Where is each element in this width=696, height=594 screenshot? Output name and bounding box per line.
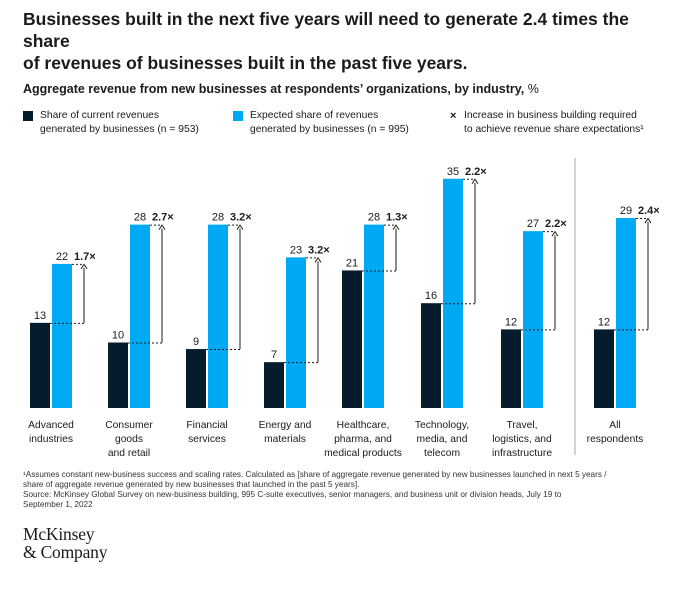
category-label-1-1: goods	[115, 434, 143, 445]
category-label-7-1: respondents	[587, 434, 644, 445]
bar-expected-5	[443, 178, 463, 408]
multiplier-label-1: 2.7×	[152, 212, 174, 224]
arrow-head-1	[158, 224, 166, 230]
legend-current-line1: Share of current revenues	[40, 110, 160, 121]
category-label-4-0: Healthcare,	[337, 420, 390, 431]
bar-expected-4	[364, 224, 384, 408]
category-label-4-1: pharma, and	[334, 434, 392, 445]
logo-line-2: & Company	[23, 542, 108, 562]
value-label-current-3: 7	[271, 349, 277, 361]
bar-current-2	[186, 349, 206, 408]
footnote-line-3: Source: McKinsey Global Survey on new-bu…	[23, 490, 562, 499]
bar-expected-0	[52, 263, 72, 408]
value-label-expected-1: 28	[134, 212, 146, 224]
value-label-expected-0: 22	[56, 251, 68, 263]
multiplier-label-0: 1.7×	[74, 251, 96, 263]
category-label-6-1: logistics, and	[492, 434, 552, 445]
multiplier-label-3: 3.2×	[308, 244, 330, 256]
bar-current-3	[264, 362, 284, 408]
legend-swatch-expected	[233, 111, 243, 121]
arrow-head-6	[551, 230, 559, 237]
category-label-6-2: infrastructure	[492, 448, 552, 459]
legend-expected-line1: Expected share of revenues	[250, 110, 379, 121]
bar-expected-3	[286, 257, 306, 408]
legend-expected-line2: generated by businesses (n = 995)	[250, 124, 409, 135]
category-label-5-2: telecom	[424, 448, 460, 459]
subtitle-text: Aggregate revenue from new businesses at…	[23, 82, 525, 96]
footnote-line-1: ¹Assumes constant new-business success a…	[23, 470, 607, 479]
legend-swatch-current	[23, 111, 33, 121]
footnote-line-4: September 1, 2022	[23, 500, 93, 509]
category-label-5-1: media, and	[417, 434, 468, 445]
footnotes: ¹Assumes constant new-business success a…	[23, 470, 673, 510]
value-label-expected-6: 27	[527, 218, 539, 230]
value-label-current-2: 9	[193, 336, 199, 348]
bar-current-6	[501, 329, 521, 408]
bar-current-7	[594, 329, 614, 408]
arrow-head-4	[392, 224, 400, 230]
arrow-head-2	[236, 224, 244, 230]
subtitle-unit: %	[524, 82, 539, 96]
headline-line-1: Businesses built in the next five years …	[23, 9, 629, 51]
value-label-expected-2: 28	[212, 212, 224, 224]
category-label-2-0: Financial	[186, 420, 227, 431]
multiplier-label-6: 2.2×	[545, 218, 567, 230]
legend-multiplier-icon: ×	[450, 110, 457, 122]
chart-headline: Businesses built in the next five years …	[23, 8, 673, 74]
chart-subtitle: Aggregate revenue from new businesses at…	[23, 82, 539, 96]
category-label-0-1: industries	[29, 434, 73, 445]
mckinsey-logo: McKinsey & Company	[23, 525, 107, 561]
arrow-head-7	[644, 217, 652, 224]
value-label-expected-3: 23	[290, 244, 302, 256]
value-label-current-5: 16	[425, 290, 437, 302]
multiplier-label-4: 1.3×	[386, 212, 408, 224]
category-label-3-0: Energy and	[259, 420, 312, 431]
headline-line-2: of revenues of businesses built in the p…	[23, 53, 468, 73]
bar-expected-2	[208, 224, 228, 408]
bar-expected-7	[616, 218, 636, 408]
bar-expected-6	[523, 231, 543, 408]
bar-current-1	[108, 342, 128, 408]
category-label-6-0: Travel,	[506, 420, 537, 431]
bar-current-4	[342, 270, 362, 408]
category-label-5-0: Technology,	[415, 420, 469, 431]
category-label-1-0: Consumer	[105, 420, 153, 431]
arrow-head-3	[314, 256, 322, 263]
multiplier-label-2: 3.2×	[230, 212, 252, 224]
legend-increase-line2: to achieve revenue share expectations¹	[464, 124, 644, 135]
legend-current-line2: generated by businesses (n = 953)	[40, 124, 199, 135]
value-label-current-0: 13	[34, 310, 46, 322]
value-label-current-7: 12	[598, 316, 610, 328]
footnote-line-2: share of aggregate revenue generated by …	[23, 480, 360, 489]
arrow-head-0	[80, 263, 88, 270]
category-label-7-0: All	[609, 420, 620, 431]
value-label-expected-7: 29	[620, 205, 632, 217]
category-label-3-1: materials	[264, 434, 306, 445]
value-label-current-1: 10	[112, 330, 124, 342]
category-label-1-2: and retail	[108, 448, 150, 459]
bar-expected-1	[130, 224, 150, 408]
multiplier-label-7: 2.4×	[638, 205, 660, 217]
value-label-expected-5: 35	[447, 166, 459, 178]
bar-chart: 13 22 1.7× Advanced industries 10 28 2.7× Consum…	[28, 158, 660, 459]
logo-line-1: McKinsey	[23, 524, 95, 544]
category-label-2-1: services	[188, 434, 226, 445]
category-label-0-0: Advanced	[28, 420, 74, 431]
value-label-expected-4: 28	[368, 212, 380, 224]
multiplier-label-5: 2.2×	[465, 166, 487, 178]
value-label-current-6: 12	[505, 316, 517, 328]
legend-increase-line1: Increase in business building required	[464, 110, 637, 121]
bar-current-5	[421, 303, 441, 408]
category-label-4-2: medical products	[324, 448, 402, 459]
value-label-current-4: 21	[346, 257, 358, 269]
arrow-head-5	[471, 178, 479, 185]
bar-current-0	[30, 322, 50, 408]
